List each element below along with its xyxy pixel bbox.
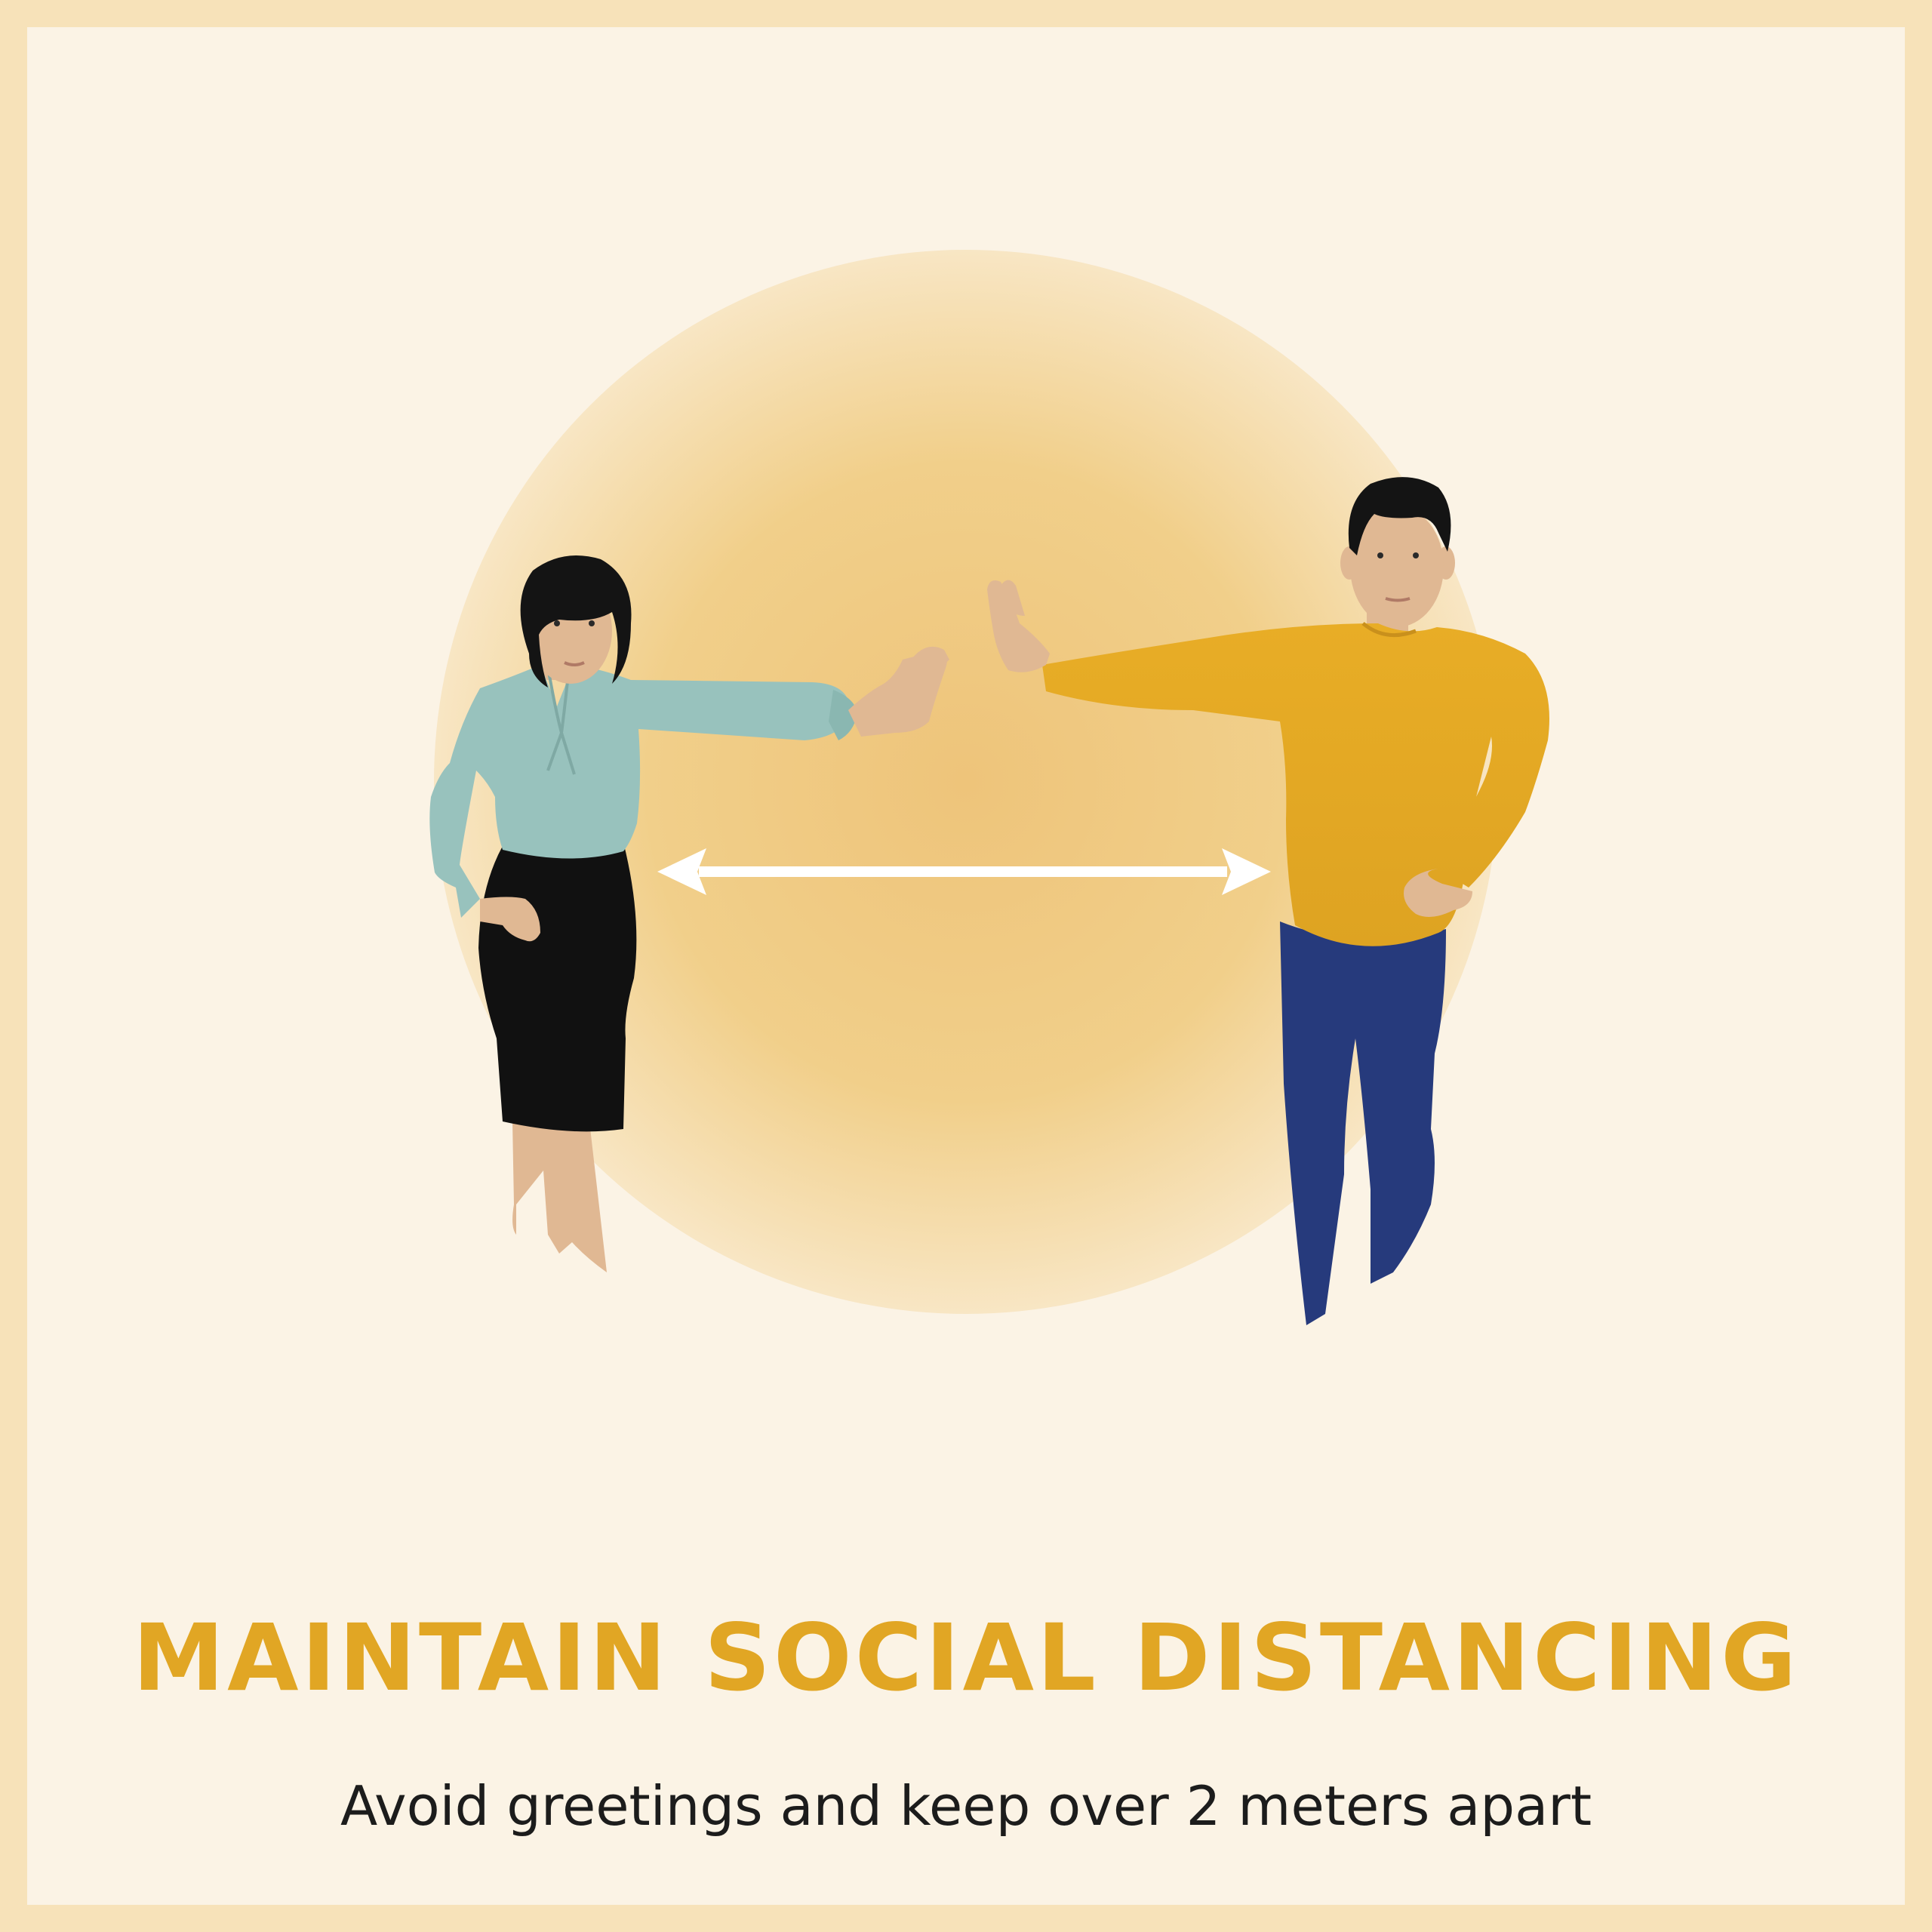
woman-blouse-cuff [829, 690, 857, 740]
headline: MAINTAIN SOCIAL DISTANCING [132, 1604, 1800, 1712]
woman-eye-left [554, 620, 560, 626]
subline: Avoid greetings and keep over 2 meters a… [340, 1774, 1592, 1838]
man-sweater-collar [1361, 622, 1417, 638]
woman-figure-icon [429, 555, 949, 1272]
man-hip-hand [1404, 869, 1472, 917]
woman-blouse-bow [546, 666, 576, 775]
man-mouth [1385, 597, 1411, 602]
poster: MAINTAIN SOCIAL DISTANCING Avoid greetin… [27, 27, 1905, 1905]
illustration [429, 250, 1549, 1325]
man-eye-right [1413, 552, 1419, 558]
woman-raised-hand-fingers [910, 646, 949, 672]
arrow-head-right [1222, 848, 1271, 895]
background-glow-circle [434, 250, 1498, 1314]
woman-raised-hand [848, 650, 947, 737]
arrow-head-left [657, 848, 706, 895]
woman-hip-hand [480, 897, 540, 942]
man-jeans [1280, 921, 1446, 1325]
man-hair [1348, 477, 1451, 555]
man-figure-icon [987, 477, 1549, 1325]
double-arrow-icon [657, 848, 1271, 895]
arrow-shaft [699, 866, 1227, 877]
woman-mouth [564, 661, 585, 666]
man-raised-hand [987, 580, 1050, 672]
woman-legs [512, 1121, 607, 1272]
woman-eye-right [589, 620, 595, 626]
woman-skirt [478, 842, 637, 1132]
woman-blouse [429, 665, 850, 918]
man-raised-hand-fingers [1001, 580, 1025, 616]
man-sweater [1042, 623, 1549, 946]
man-eye-left [1377, 552, 1383, 558]
woman-hair [520, 555, 632, 688]
man-head [1350, 506, 1444, 627]
